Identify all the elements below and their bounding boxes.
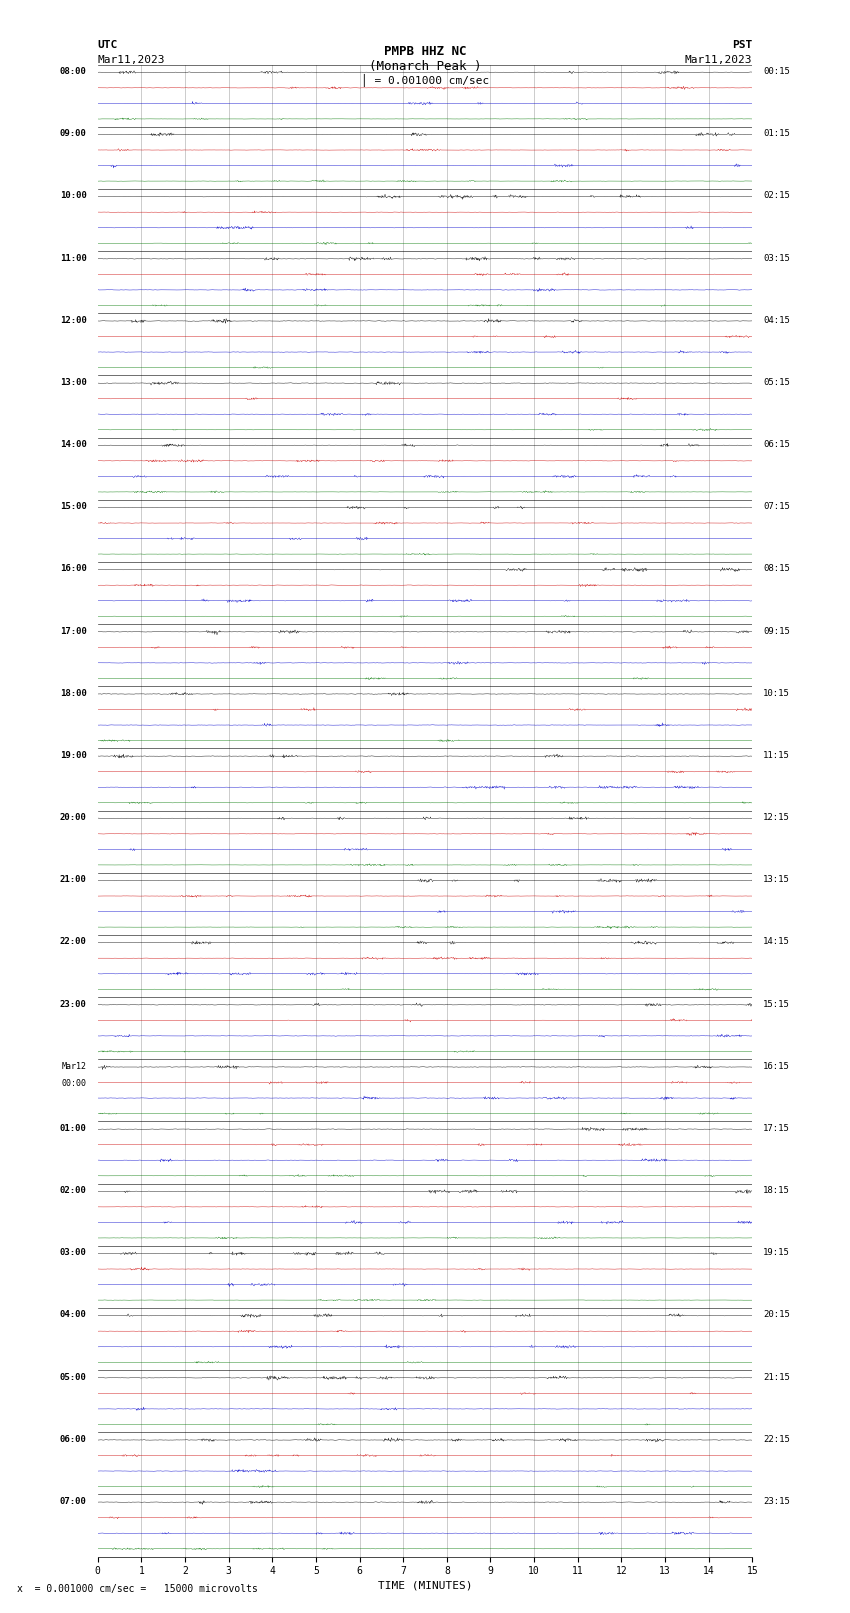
Text: 17:15: 17:15 [763, 1124, 790, 1132]
Text: 05:15: 05:15 [763, 377, 790, 387]
Text: 14:15: 14:15 [763, 937, 790, 947]
Text: 11:00: 11:00 [60, 253, 87, 263]
Text: 23:15: 23:15 [763, 1497, 790, 1507]
Text: 03:15: 03:15 [763, 253, 790, 263]
Text: PST: PST [732, 40, 752, 50]
Text: 18:00: 18:00 [60, 689, 87, 698]
Text: 03:00: 03:00 [60, 1248, 87, 1257]
X-axis label: TIME (MINUTES): TIME (MINUTES) [377, 1581, 473, 1590]
Text: 06:00: 06:00 [60, 1434, 87, 1444]
Text: 07:15: 07:15 [763, 502, 790, 511]
Text: 08:15: 08:15 [763, 565, 790, 573]
Text: 15:15: 15:15 [763, 1000, 790, 1008]
Text: 07:00: 07:00 [60, 1497, 87, 1507]
Text: 04:00: 04:00 [60, 1310, 87, 1319]
Text: 01:00: 01:00 [60, 1124, 87, 1132]
Text: 23:00: 23:00 [60, 1000, 87, 1008]
Text: 21:15: 21:15 [763, 1373, 790, 1381]
Text: 08:00: 08:00 [60, 68, 87, 76]
Text: 09:00: 09:00 [60, 129, 87, 139]
Text: 14:00: 14:00 [60, 440, 87, 448]
Text: 01:15: 01:15 [763, 129, 790, 139]
Text: PMPB HHZ NC: PMPB HHZ NC [383, 45, 467, 58]
Text: 10:00: 10:00 [60, 192, 87, 200]
Text: 11:15: 11:15 [763, 750, 790, 760]
Text: 02:15: 02:15 [763, 192, 790, 200]
Text: 19:00: 19:00 [60, 750, 87, 760]
Text: 00:00: 00:00 [62, 1079, 87, 1089]
Text: 13:00: 13:00 [60, 377, 87, 387]
Text: 22:15: 22:15 [763, 1434, 790, 1444]
Text: 19:15: 19:15 [763, 1248, 790, 1257]
Text: │ = 0.001000 cm/sec: │ = 0.001000 cm/sec [361, 74, 489, 87]
Text: Mar11,2023: Mar11,2023 [685, 55, 752, 65]
Text: 16:00: 16:00 [60, 565, 87, 573]
Text: Mar12: Mar12 [62, 1061, 87, 1071]
Text: 21:00: 21:00 [60, 876, 87, 884]
Text: 15:00: 15:00 [60, 502, 87, 511]
Text: 18:15: 18:15 [763, 1186, 790, 1195]
Text: 12:00: 12:00 [60, 316, 87, 324]
Text: 09:15: 09:15 [763, 626, 790, 636]
Text: UTC: UTC [98, 40, 118, 50]
Text: 20:15: 20:15 [763, 1310, 790, 1319]
Text: 20:00: 20:00 [60, 813, 87, 823]
Text: 12:15: 12:15 [763, 813, 790, 823]
Text: 17:00: 17:00 [60, 626, 87, 636]
Text: 16:15: 16:15 [763, 1061, 790, 1071]
Text: 02:00: 02:00 [60, 1186, 87, 1195]
Text: 05:00: 05:00 [60, 1373, 87, 1381]
Text: 00:15: 00:15 [763, 68, 790, 76]
Text: 10:15: 10:15 [763, 689, 790, 698]
Text: 06:15: 06:15 [763, 440, 790, 448]
Text: 22:00: 22:00 [60, 937, 87, 947]
Text: x  = 0.001000 cm/sec =   15000 microvolts: x = 0.001000 cm/sec = 15000 microvolts [17, 1584, 258, 1594]
Text: (Monarch Peak ): (Monarch Peak ) [369, 60, 481, 73]
Text: Mar11,2023: Mar11,2023 [98, 55, 165, 65]
Text: 04:15: 04:15 [763, 316, 790, 324]
Text: 13:15: 13:15 [763, 876, 790, 884]
